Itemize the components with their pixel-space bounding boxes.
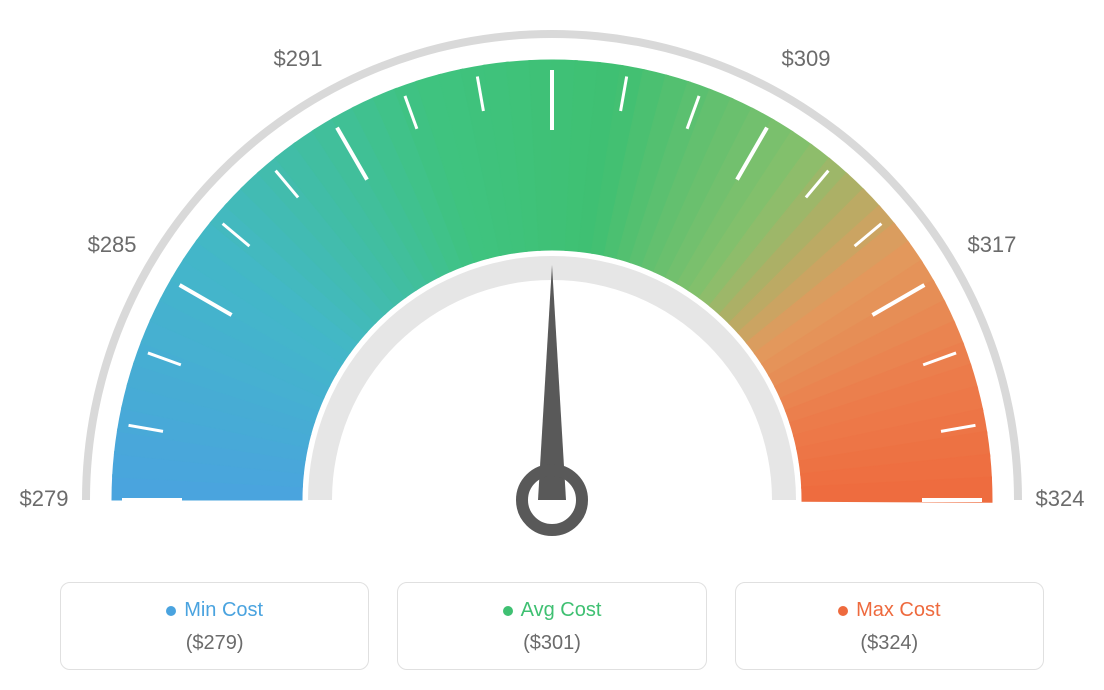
gauge-chart: $279 $285 $291 $301 $309 $317 $324	[0, 0, 1104, 560]
legend-min-value: ($279)	[71, 632, 358, 655]
legend-max-value: ($324)	[746, 632, 1033, 655]
legend-avg: Avg Cost ($301)	[397, 582, 706, 670]
tick-label: $285	[88, 232, 137, 257]
legend-max-label: Max Cost	[856, 599, 940, 622]
tick-label: $301	[528, 0, 577, 3]
legend-min-dot	[166, 606, 176, 616]
gauge-svg: $279 $285 $291 $301 $309 $317 $324	[0, 0, 1104, 560]
tick-label: $279	[20, 486, 69, 511]
tick-label: $324	[1036, 486, 1085, 511]
tick-label: $291	[274, 46, 323, 71]
legend-min-label: Min Cost	[184, 599, 263, 622]
legend-min: Min Cost ($279)	[60, 582, 369, 670]
legend-max: Max Cost ($324)	[735, 582, 1044, 670]
tick-label: $317	[967, 232, 1016, 257]
legend-avg-value: ($301)	[408, 632, 695, 655]
legend-max-dot	[838, 606, 848, 616]
legend-row: Min Cost ($279) Avg Cost ($301) Max Cost…	[0, 582, 1104, 670]
legend-avg-dot	[503, 606, 513, 616]
tick-label: $309	[782, 46, 831, 71]
legend-avg-label: Avg Cost	[521, 599, 602, 622]
